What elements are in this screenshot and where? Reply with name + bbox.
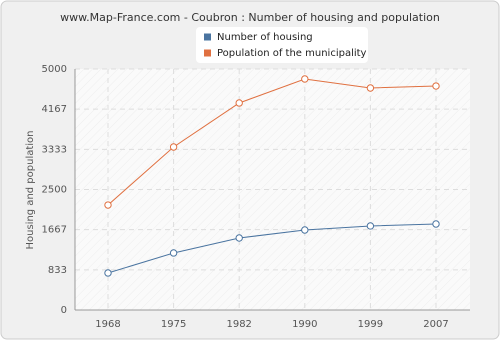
legend-label: Number of housing — [217, 32, 313, 43]
data-point — [432, 82, 440, 90]
data-point — [104, 269, 112, 277]
data-point — [366, 222, 375, 230]
series-line — [107, 78, 437, 206]
y-tick-label: 5000 — [42, 64, 67, 75]
x-tick-label: 1999 — [358, 319, 383, 330]
x-tick-label: 1982 — [226, 319, 251, 330]
y-tick-label: 833 — [48, 265, 67, 276]
y-tick-label: 2500 — [42, 185, 67, 196]
data-point — [104, 201, 112, 209]
chart-title: www.Map-France.com - Coubron : Number of… — [60, 11, 440, 24]
data-point — [169, 143, 178, 151]
data-point — [169, 249, 178, 257]
data-point — [432, 220, 440, 228]
x-tick-label: 1990 — [292, 319, 317, 330]
y-tick-label: 0 — [61, 305, 67, 316]
series-line — [107, 223, 437, 274]
y-tick-label: 3333 — [42, 144, 67, 155]
data-point — [235, 99, 243, 107]
y-tick-label: 1667 — [42, 225, 67, 236]
y-axis-label: Housing and population — [25, 130, 36, 249]
data-point — [235, 234, 243, 242]
x-tick-label: 1975 — [161, 319, 186, 330]
x-tick-label: 2007 — [423, 319, 448, 330]
data-point — [366, 84, 375, 92]
legend-label: Population of the municipality — [217, 48, 367, 59]
x-tick-label: 1968 — [95, 319, 120, 330]
y-tick-label: 4167 — [42, 104, 67, 115]
legend-swatch — [204, 33, 211, 41]
legend-swatch — [204, 49, 211, 57]
data-point — [301, 226, 309, 234]
legend — [196, 27, 368, 63]
data-point — [301, 75, 309, 83]
